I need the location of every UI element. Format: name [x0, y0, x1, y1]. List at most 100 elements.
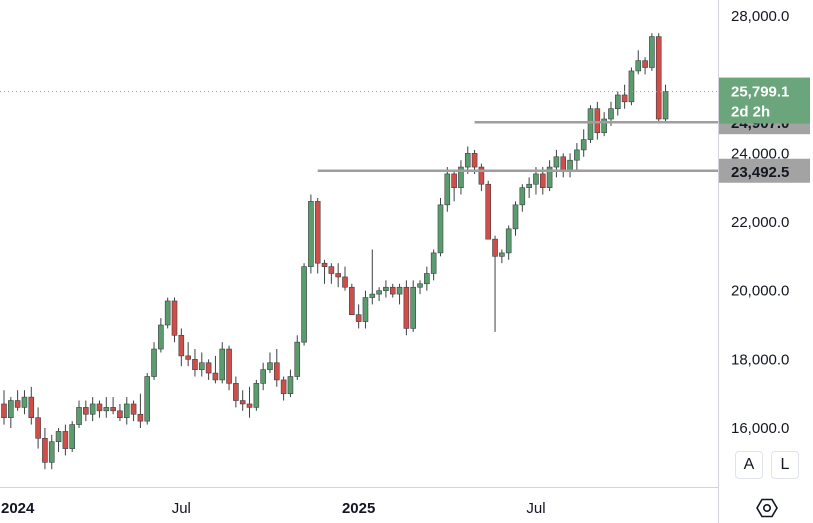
levels-layer	[317, 120, 718, 173]
candle	[96, 400, 103, 418]
candle	[410, 280, 417, 332]
candle-body-up	[505, 228, 512, 254]
candle	[383, 280, 389, 298]
candle	[567, 153, 573, 178]
candle	[587, 105, 594, 144]
candle-body-down	[280, 379, 287, 394]
candle-body-up	[383, 286, 389, 291]
price-tick-label: 24,000.0	[731, 145, 789, 162]
log-scale-button[interactable]: L	[771, 451, 799, 479]
candle-body-up	[614, 94, 621, 110]
candle	[362, 290, 369, 329]
last-price-tag: 25,799.1 2d 2h	[719, 77, 810, 124]
candle-body-down	[239, 400, 246, 405]
candle-body-up	[628, 70, 635, 103]
candle	[192, 349, 198, 377]
candle-body-down	[594, 108, 601, 134]
candle	[424, 266, 430, 291]
candle-body-down	[273, 362, 280, 381]
candle	[478, 163, 485, 192]
candle	[417, 280, 423, 295]
candle	[376, 287, 382, 301]
price-tick-label: 16,000.0	[731, 420, 789, 437]
price-tag-box	[719, 158, 810, 183]
candle	[48, 434, 55, 470]
candle-body-up	[410, 286, 417, 329]
candle-body-down	[226, 348, 232, 384]
candle	[396, 283, 403, 305]
candle-body-down	[492, 238, 498, 257]
candle	[403, 280, 410, 336]
candle-body-down	[192, 359, 198, 370]
candle-body-up	[103, 407, 110, 412]
candle	[505, 225, 512, 260]
candle-body-down	[342, 276, 348, 288]
candle-body-down	[478, 166, 485, 185]
candle-body-up	[267, 362, 273, 370]
candle-body-up	[526, 183, 532, 188]
candle-body-up	[55, 431, 62, 443]
candle	[335, 263, 341, 288]
auto-scale-button[interactable]: A	[735, 451, 763, 479]
candle-body-down	[621, 94, 628, 103]
candle-body-up	[580, 139, 587, 151]
candle-body-up	[396, 286, 403, 295]
candle-body-up	[198, 362, 205, 370]
candle	[519, 184, 526, 212]
candle-body-down	[14, 400, 21, 408]
candle-body-down	[1, 403, 7, 419]
candle	[21, 390, 28, 415]
candle	[62, 424, 69, 456]
candle-body-down	[117, 410, 123, 419]
candle-body-up	[287, 376, 294, 394]
candle	[458, 160, 464, 195]
candle-body-down	[35, 417, 41, 439]
candle	[499, 249, 505, 264]
candle	[635, 50, 642, 75]
candle-body-down	[130, 403, 137, 415]
candle-body-down	[485, 183, 492, 240]
candle	[69, 421, 75, 453]
countdown-label: 2d 2h	[731, 104, 770, 121]
candle	[662, 84, 669, 123]
candle	[389, 283, 396, 298]
candle	[205, 359, 212, 380]
candle	[642, 57, 648, 75]
candle	[430, 249, 437, 281]
price-tags: 24,907.023,492.525,799.12d 2h	[719, 77, 810, 183]
candle-body-up	[553, 156, 560, 168]
candle-body-down	[328, 266, 335, 274]
candle	[83, 400, 89, 422]
candle	[239, 390, 246, 411]
candle-body-down	[233, 383, 239, 401]
candle-body-up	[417, 283, 423, 288]
candle-body-up	[574, 149, 580, 161]
support-price-tag: 23,492.5	[719, 158, 810, 183]
candle-body-down	[451, 173, 457, 188]
candle-body-up	[499, 252, 505, 257]
time-tick-label: 2025	[342, 500, 375, 517]
candle-body-up	[519, 187, 526, 206]
candle-body-up	[76, 407, 82, 425]
candle	[451, 170, 457, 202]
candle-body-down	[655, 36, 662, 120]
candles-layer	[1, 33, 669, 470]
candle-body-down	[403, 286, 410, 329]
candle	[287, 369, 294, 398]
candle	[574, 143, 580, 171]
price-axis[interactable]: 16,000.0 18,000.0 20,000.0 22,000.0 24,000.0…	[731, 8, 789, 437]
time-axis[interactable]: 2024 Jul 2025 Jul	[1, 500, 546, 517]
candle-body-up	[219, 348, 226, 381]
candle-body-down	[178, 334, 185, 357]
candle	[655, 33, 662, 123]
candle-body-down	[62, 431, 69, 449]
candle-body-down	[321, 262, 328, 267]
candle-body-up	[294, 341, 301, 377]
candle-body-up	[253, 383, 260, 408]
candle-body-up	[369, 293, 376, 298]
settings-hexagon-icon[interactable]	[753, 494, 781, 522]
time-tick-label: Jul	[172, 500, 191, 517]
candle-body-down	[137, 413, 144, 422]
candle	[614, 91, 621, 116]
